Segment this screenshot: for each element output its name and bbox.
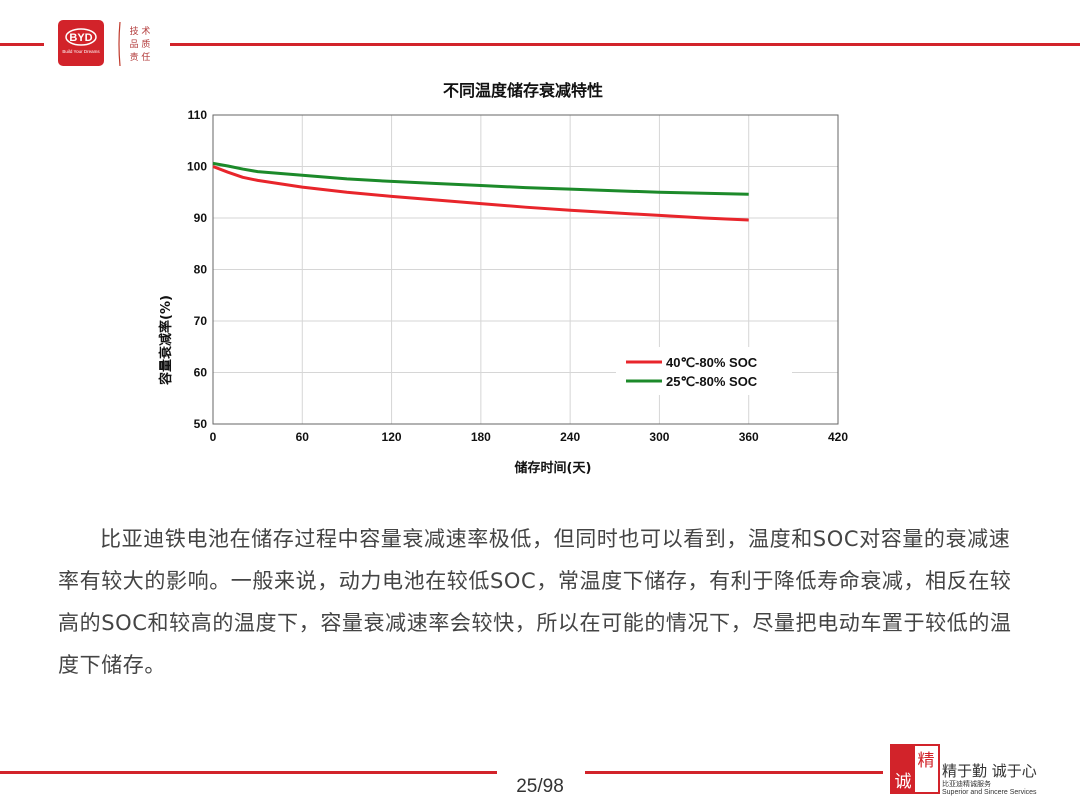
motto-seal: 技 术 品 质 责 任	[118, 21, 151, 67]
svg-text:诚: 诚	[895, 772, 912, 792]
y-tick-label: 100	[187, 160, 207, 174]
y-axis-label: 容量衰减率(%)	[158, 295, 174, 386]
y-tick-label: 110	[188, 108, 208, 122]
x-tick-label: 300	[649, 430, 669, 444]
footer-rule-left	[0, 771, 497, 774]
x-tick-label: 240	[560, 430, 580, 444]
x-tick-label: 60	[296, 430, 310, 444]
x-tick-label: 360	[739, 430, 759, 444]
legend-box	[616, 347, 792, 395]
svg-text:品 质: 品 质	[130, 38, 151, 50]
x-tick-label: 420	[828, 430, 848, 444]
svg-text:责 任: 责 任	[130, 51, 151, 63]
footer-subtitle-en: 比亚迪精诚服务 Superior and Sincere Services	[942, 779, 1037, 796]
page-number: 25/98	[516, 776, 564, 797]
header-rule-right	[170, 43, 1080, 46]
y-tick-label: 70	[194, 314, 208, 328]
chart-title: 不同温度储存衰减特性	[443, 81, 603, 100]
footer-rule-right	[585, 771, 883, 774]
y-tick-label: 90	[194, 211, 208, 225]
x-tick-label: 120	[382, 430, 402, 444]
legend-label-1: 40℃-80% SOC	[666, 355, 758, 370]
body-paragraph: 比亚迪铁电池在储存过程中容量衰减速率极低，但同时也可以看到，温度和SOC对容量的…	[58, 527, 1012, 677]
byd-logo: BYD Build Your Dreams	[58, 20, 104, 66]
plot-area-frame	[212, 114, 839, 425]
header-rule-left	[0, 43, 44, 46]
series-line-2	[212, 161, 749, 196]
x-tick-label: 0	[210, 430, 217, 444]
svg-text:技 术: 技 术	[130, 25, 151, 37]
legend-label-2: 25℃-80% SOC	[666, 374, 758, 389]
x-axis-label: 储存时间(天)	[514, 460, 592, 476]
x-axis-ticks: 0 60 120 180 240 300 360 420	[210, 430, 849, 444]
jingcheng-seal-logo: 精 诚	[890, 744, 940, 794]
svg-text:精: 精	[918, 751, 935, 771]
y-tick-label: 60	[194, 366, 208, 380]
series-lines	[212, 161, 749, 222]
footer-subtitle-en-text: Superior and Sincere Services	[942, 789, 1037, 796]
series-line-1	[212, 165, 749, 222]
capacity-decay-chart: 不同温度储存衰减特性 110 100 90 80 70 60 50 0 60 120 180 240…	[158, 81, 849, 476]
svg-text:Build Your Dreams: Build Your Dreams	[62, 49, 100, 54]
y-tick-label: 80	[194, 263, 208, 277]
svg-text:BYD: BYD	[69, 32, 92, 44]
y-axis-ticks: 110 100 90 80 70 60 50	[187, 108, 207, 431]
chart-legend: 40℃-80% SOC 25℃-80% SOC	[616, 347, 792, 395]
y-tick-label: 50	[194, 417, 208, 431]
x-tick-label: 180	[471, 430, 491, 444]
footer-subtitle-cn: 比亚迪精诚服务	[942, 781, 991, 788]
footer-slogan: 精于勤 诚于心	[942, 762, 1037, 780]
